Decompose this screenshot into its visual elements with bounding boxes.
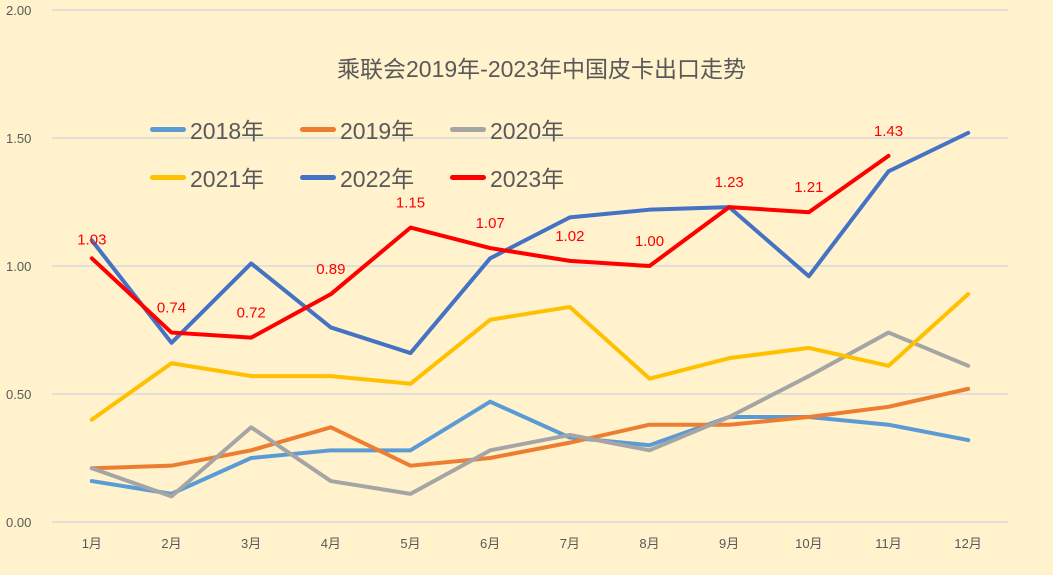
legend-item: 2020年 [450, 112, 600, 146]
legend-swatch [150, 126, 186, 132]
x-tick-label: 5月 [400, 536, 420, 551]
legend-label: 2019年 [340, 118, 415, 144]
data-label: 1.43 [874, 123, 903, 140]
legend-item: 2021年 [150, 160, 300, 194]
chart-title: 乘联会2019年-2023年中国皮卡出口走势 [337, 56, 746, 82]
legend-item: 2023年 [450, 160, 600, 194]
x-tick-label: 7月 [560, 536, 580, 551]
y-tick-label: 1.50 [6, 131, 31, 146]
legend-item: 2022年 [300, 160, 450, 194]
series-line-2019年 [89, 386, 971, 471]
series-line-2018年 [89, 399, 971, 496]
x-tick-label: 6月 [480, 536, 500, 551]
series-line-2021年 [89, 292, 971, 422]
legend-item: 2018年 [150, 112, 300, 146]
x-tick-label: 10月 [795, 536, 822, 551]
legend-label: 2018年 [190, 118, 265, 144]
series-line-2022年 [89, 130, 971, 356]
legend-swatch [450, 126, 486, 132]
x-tick-label: 1月 [82, 536, 102, 551]
x-tick-label: 12月 [954, 536, 981, 551]
data-label: 1.00 [635, 233, 664, 250]
x-tick-label: 11月 [875, 536, 902, 551]
legend-swatch [450, 174, 486, 180]
legend-item: 2019年 [300, 112, 450, 146]
legend-label: 2023年 [490, 166, 565, 192]
data-label: 1.03 [77, 231, 106, 248]
data-label: 1.21 [794, 179, 823, 196]
data-label: 1.15 [396, 195, 425, 212]
x-tick-label: 9月 [719, 536, 739, 551]
x-tick-label: 4月 [321, 536, 341, 551]
legend-swatch [300, 174, 336, 180]
y-tick-label: 1.00 [6, 259, 31, 274]
data-label: 1.02 [555, 228, 584, 245]
y-tick-label: 0.50 [6, 387, 31, 402]
data-label: 0.74 [157, 300, 186, 317]
legend-swatch [300, 126, 336, 132]
legend-swatch [150, 174, 186, 180]
x-tick-label: 3月 [241, 536, 261, 551]
data-label: 0.72 [237, 305, 266, 322]
legend-label: 2022年 [340, 166, 415, 192]
data-label: 1.23 [715, 174, 744, 191]
y-tick-label: 0.00 [6, 515, 31, 530]
x-tick-label: 2月 [161, 536, 181, 551]
legend: 2018年 2019年 2020年 2021年 2022年 2023年 [150, 112, 600, 194]
y-tick-label: 2.00 [6, 3, 31, 18]
legend-label: 2021年 [190, 166, 265, 192]
legend-label: 2020年 [490, 118, 565, 144]
x-tick-label: 8月 [639, 536, 659, 551]
series-line-2020年 [89, 330, 971, 499]
data-label: 1.07 [476, 215, 505, 232]
data-label: 0.89 [316, 261, 345, 278]
